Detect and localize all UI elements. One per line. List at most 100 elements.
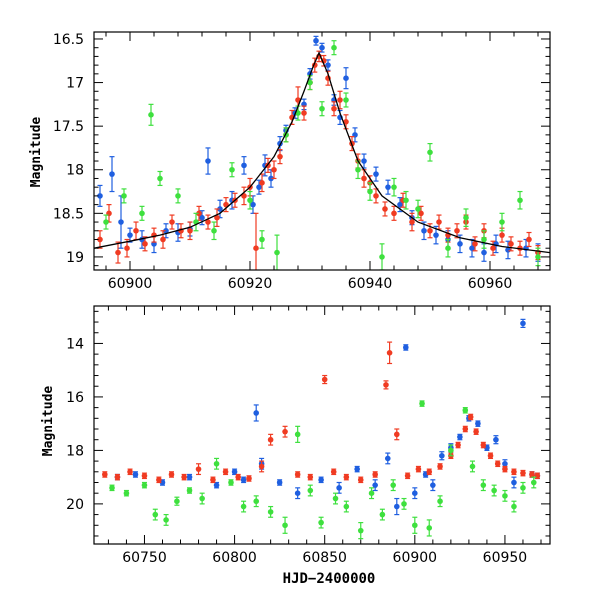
bottom-series-red [102,341,541,484]
blue-point [493,436,499,443]
blue-point [109,171,115,177]
bottom-panel: 60750 60800 60850 60900 60950 14 16 18 20 Magnit… [41,305,551,587]
red-point [258,463,265,470]
bottom-x-tick-label: 60800 [212,550,257,566]
red-point [373,193,379,199]
red-point [409,219,415,225]
red-point [330,468,337,475]
red-point [307,474,314,480]
green-point [148,112,154,118]
top-y-tick-label: 18.5 [53,206,84,222]
red-point [427,227,433,234]
blue-point [213,482,220,488]
green-point [253,498,260,505]
blue-point [240,477,247,483]
green-point [319,105,325,112]
blue-point [325,62,331,68]
red-point [480,442,487,448]
green-point [448,447,454,454]
red-point [294,471,301,478]
green-point [141,482,148,488]
green-point [163,517,169,523]
green-point [379,254,385,260]
red-point [472,241,478,247]
red-point [391,210,397,217]
green-point [517,197,523,204]
green-point [332,495,339,502]
red-point [195,466,202,472]
red-point [467,414,474,420]
red-point [357,477,364,483]
red-point [142,241,148,247]
red-point [404,473,411,479]
red-point [127,468,133,475]
red-point [383,382,389,388]
bottom-x-tick-label: 60900 [393,550,438,566]
red-point [487,452,494,459]
green-point [491,487,497,494]
bottom-x-tick-label: 60950 [483,550,528,566]
red-point [222,468,229,475]
blue-point [276,479,283,486]
red-point [205,219,211,225]
green-point [175,193,181,199]
top-y-tick-label: 17 [66,76,84,92]
red-point [124,245,130,252]
red-point [321,376,328,383]
blue-point [439,452,445,459]
red-point [393,431,400,438]
green-point [109,485,115,491]
blue-point [217,206,223,212]
red-point [337,97,343,103]
green-point [282,522,288,529]
red-point [494,460,501,467]
green-point [355,166,361,173]
red-point [455,442,461,448]
red-point [526,236,532,243]
green-point [121,193,127,199]
green-point [445,245,451,252]
blue-point [163,227,169,234]
top-data-layer [94,35,550,270]
green-point [139,210,145,217]
bottom-axes: 60750 60800 60850 60900 60950 14 16 18 20 [66,305,551,566]
green-point [427,149,433,156]
blue-point [433,232,439,238]
green-point [357,527,364,534]
red-point [454,227,460,234]
red-point [133,227,139,234]
bottom-x-tick-label: 60850 [302,550,347,566]
top-plot-area [94,35,550,270]
red-point [361,175,367,182]
red-point [490,245,496,252]
green-point [157,175,163,182]
red-point [331,105,337,112]
green-point [318,519,324,526]
green-point [403,197,409,204]
bottom-x-tick-label: 60750 [122,550,167,566]
red-point [259,180,265,186]
red-point [301,110,307,116]
bottom-series-green [109,400,537,540]
blue-point [421,227,427,234]
green-point [240,503,247,510]
blue-point [97,193,103,199]
red-point [437,463,443,470]
green-point [368,490,375,496]
red-point [102,471,108,478]
green-point [419,400,425,407]
blue-point [205,158,211,164]
bottom-axis-frame [93,305,551,545]
blue-point [502,460,508,467]
green-point [307,487,314,494]
blue-point [343,75,349,82]
green-point [211,227,217,234]
red-point [277,153,283,160]
red-point [181,474,187,480]
blue-point [430,482,436,488]
green-point [259,236,265,243]
blue-point [373,171,379,177]
blue-point [253,410,260,416]
green-point [462,407,469,414]
